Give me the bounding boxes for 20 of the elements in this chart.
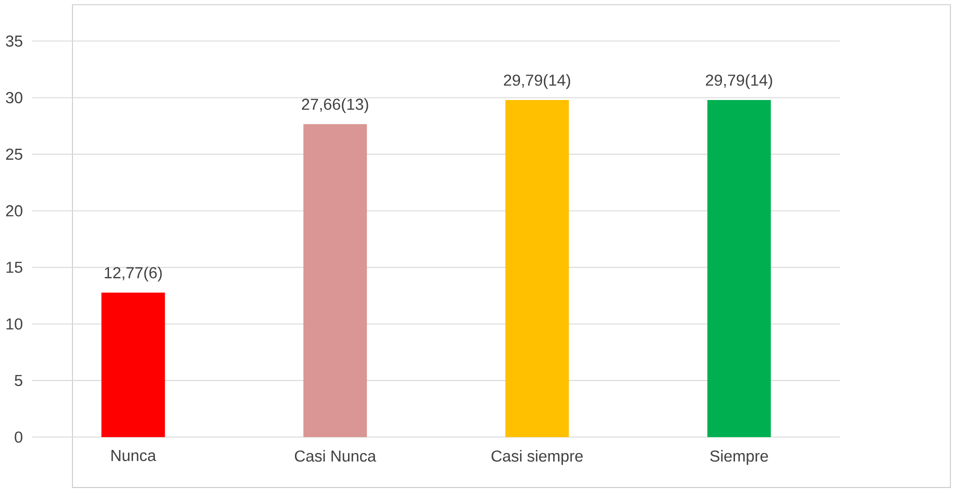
y-tick-label: 15 — [6, 262, 22, 273]
data-label: 12,77(6) — [104, 266, 162, 282]
bar — [707, 100, 771, 437]
y-tick-label: 35 — [6, 35, 22, 47]
data-label: 29,79(14) — [504, 74, 570, 89]
x-tick-label: Casi Nunca — [294, 450, 376, 462]
y-tick-label: 30 — [6, 92, 22, 104]
y-tick-label: 5 — [14, 374, 22, 386]
bar — [505, 100, 569, 437]
x-tick-label: Siempre — [710, 450, 768, 465]
y-tick-label: 0 — [14, 431, 22, 443]
bar — [303, 124, 367, 437]
data-label: 29,79(14) — [706, 74, 772, 89]
x-tick-label: Casi siempre — [492, 450, 583, 465]
y-tick-label: 25 — [6, 148, 22, 160]
y-tick-label: 20 — [6, 205, 22, 216]
y-tick-label: 10 — [6, 318, 22, 330]
x-tick-label: Nunca — [112, 450, 156, 461]
bar — [101, 292, 165, 437]
data-label: 27,66(13) — [302, 98, 368, 113]
